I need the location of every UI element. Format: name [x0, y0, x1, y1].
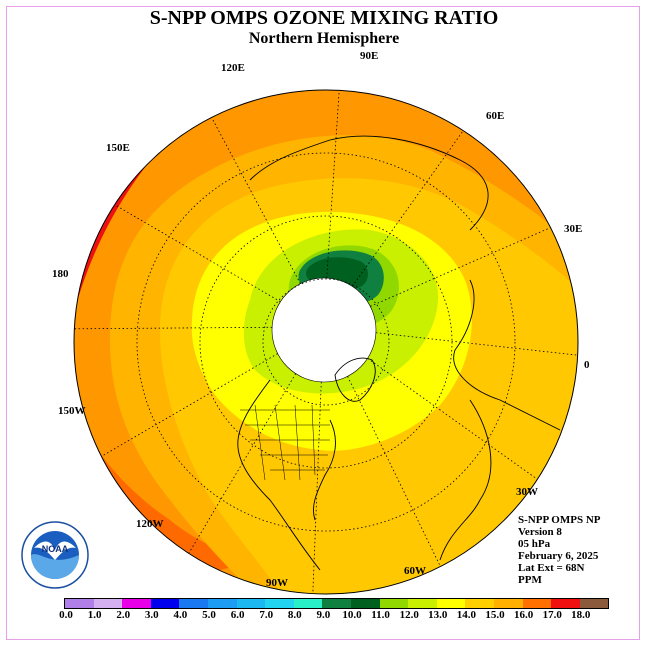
- colorbar-tick-label: 8.0: [287, 609, 302, 621]
- no-data-polar-cap: [271, 277, 377, 383]
- longitude-line: [375, 332, 578, 356]
- latitude-circle: [262, 278, 390, 406]
- info-block: S-NPP OMPS NP Version 8 05 hPa February …: [518, 514, 601, 586]
- lon-label-90w: 90W: [266, 577, 288, 589]
- colorbar: [64, 598, 610, 609]
- coastlines: [237, 135, 561, 571]
- latitude-circle: [136, 152, 516, 532]
- colorbar-tick-label: 0.0: [59, 609, 73, 621]
- greenland-coast: [334, 357, 376, 402]
- colorbar-tick-label: 7.0: [259, 609, 274, 621]
- info-version: Version 8: [518, 526, 562, 538]
- colorbar-swatch: [493, 599, 523, 608]
- lon-label-120e: 120E: [221, 62, 245, 74]
- colorbar-tick-label: 14.0: [456, 609, 477, 621]
- colorbar-swatch: [293, 599, 323, 608]
- longitude-line: [211, 117, 301, 284]
- colorbar-swatch: [436, 599, 466, 608]
- colorbar-swatch: [65, 599, 94, 608]
- longitude-line: [326, 90, 340, 279]
- lon-label-0: 0: [584, 359, 590, 371]
- map-subtitle: Northern Hemisphere: [248, 30, 400, 47]
- lon-label-150e: 150E: [106, 142, 130, 154]
- colorbar-swatch: [179, 599, 208, 608]
- longitude-line: [312, 381, 322, 594]
- africa-coast: [439, 399, 492, 561]
- colorbar-swatch: [207, 599, 237, 608]
- colorbar-swatch: [522, 599, 552, 608]
- colorbar-swatch: [379, 599, 409, 608]
- lon-label-150w: 150W: [58, 405, 86, 417]
- noaa-logo: NOAA: [21, 521, 89, 589]
- colorbar-swatch: [150, 599, 180, 608]
- colorbar-tick-label: 6.0: [230, 609, 245, 621]
- info-level: 05 hPa: [518, 538, 551, 550]
- colorbar-tick-label: 4.0: [173, 609, 188, 621]
- colorbar-swatch: [408, 599, 437, 608]
- longitude-line: [370, 227, 551, 307]
- us-states-grid: [240, 404, 330, 481]
- colorbar-tick-label: 12.0: [399, 609, 419, 621]
- figure-frame: [6, 6, 640, 640]
- lon-label-30e: 30E: [564, 223, 583, 235]
- longitude-line: [347, 376, 441, 567]
- colorbar-swatch: [551, 599, 580, 608]
- lon-label-120w: 120W: [136, 518, 164, 530]
- colorbar-ticks: 0.0 1.0 2.0 3.0 4.0 5.0 6.0 7.0 8.0 9.0 10.0 11.0 12…: [0, 609, 648, 623]
- colorbar-swatch: [465, 599, 494, 608]
- info-lat-ext: Lat Ext = 68N: [518, 562, 585, 574]
- colorbar-tick-label: 13.0: [428, 609, 448, 621]
- lon-label-30w: 30W: [516, 486, 538, 498]
- info-date: February 6, 2025: [518, 550, 599, 562]
- colorbar-swatch: [350, 599, 380, 608]
- colorbar-swatch: [93, 599, 123, 608]
- colorbar-tick-label: 18.0: [571, 609, 591, 621]
- europe-coast: [453, 279, 561, 431]
- map-title: S-NPP OMPS OZONE MIXING RATIO: [149, 7, 499, 29]
- colorbar-tick-label: 11.0: [371, 609, 390, 621]
- lon-label-60e: 60E: [486, 110, 505, 122]
- logo-text: NOAA: [42, 544, 69, 554]
- colorbar-tick-label: 9.0: [316, 609, 331, 621]
- latitude-circle: [199, 215, 453, 469]
- longitude-line: [74, 326, 273, 330]
- longitude-line: [367, 357, 538, 480]
- lon-label-90e: 90E: [360, 50, 379, 62]
- colorbar-swatch: [122, 599, 151, 608]
- colorbar-tick-label: 10.0: [342, 609, 362, 621]
- colorbar-tick-label: 3.0: [144, 609, 159, 621]
- colorbar-swatch: [579, 599, 609, 608]
- colorbar-tick-label: 16.0: [513, 609, 534, 621]
- colorbar-tick-label: 5.0: [202, 609, 216, 621]
- colorbar-swatch: [322, 599, 351, 608]
- asia-coast: [249, 135, 489, 231]
- colorbar-tick-label: 17.0: [542, 609, 562, 621]
- colorbar-swatch: [265, 599, 294, 608]
- map-boundary: [73, 89, 579, 595]
- north-america-coast: [237, 379, 336, 571]
- colorbar-swatch: [236, 599, 266, 608]
- colorbar-tick-label: 1.0: [87, 609, 102, 621]
- info-product: S-NPP OMPS NP: [518, 514, 601, 526]
- colorbar-tick-label: 15.0: [485, 609, 505, 621]
- lon-label-60w: 60W: [404, 565, 426, 577]
- colorbar-tick-label: 2.0: [116, 609, 131, 621]
- lon-label-180: 180: [52, 268, 69, 280]
- info-units: PPM: [518, 574, 542, 586]
